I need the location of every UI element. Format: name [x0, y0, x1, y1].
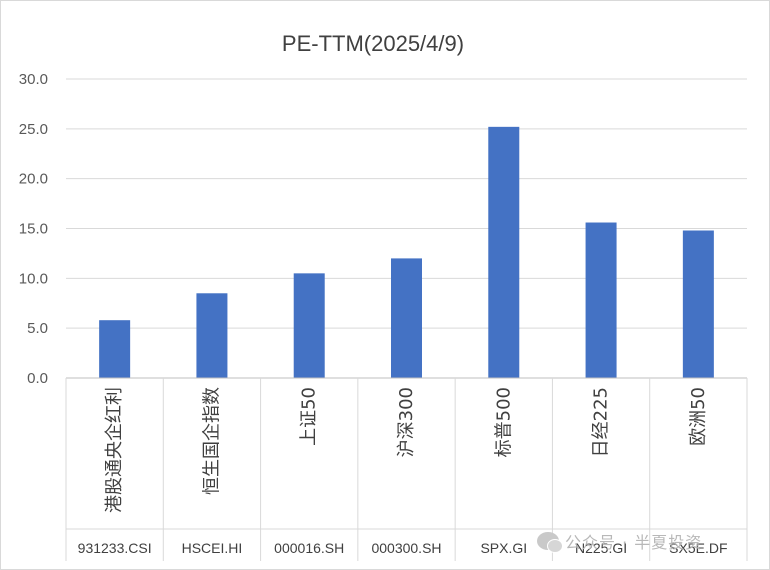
category-label: 港股通央企红利: [104, 387, 125, 513]
y-tick-label: 25.0: [19, 121, 48, 138]
bar: [196, 293, 228, 378]
category-code: SX5E.DF: [669, 540, 727, 556]
category-label: 上证50: [299, 387, 320, 446]
bar: [99, 320, 131, 378]
y-axis-ticks: 0.0 5.0 10.0 15.0 20.0 25.0 30.0: [19, 71, 48, 387]
bar: [585, 222, 617, 378]
category-label: 标普500: [493, 387, 514, 457]
y-tick-label: 0.0: [27, 370, 48, 387]
watermark: 公众号 · 半夏投资: [537, 529, 702, 553]
category-label: 日经225: [591, 387, 612, 457]
bar: [682, 230, 714, 378]
grid-lines: [66, 78, 747, 329]
chart-title: PE-TTM(2025/4/9): [282, 31, 464, 56]
category-table: 港股通央企红利 931233.CSI 恒生国企指数 HSCEI.HI 上证50 00001…: [65, 377, 748, 561]
category-code: N225.GI: [575, 540, 627, 556]
y-tick-label: 20.0: [19, 171, 48, 188]
bar: [293, 273, 325, 378]
category-code: HSCEI.HI: [182, 540, 243, 556]
watermark-text: 公众号 · 半夏投资: [565, 533, 703, 552]
y-tick-label: 5.0: [27, 320, 48, 337]
category-code: SPX.GI: [480, 540, 527, 556]
y-tick-label: 15.0: [19, 221, 48, 238]
category-code: 000016.SH: [274, 540, 344, 556]
category-code: 931233.CSI: [78, 540, 152, 556]
y-tick-label: 30.0: [19, 71, 48, 88]
category-label: 恒生国企指数: [201, 387, 222, 495]
category-label: 沪深300: [396, 387, 417, 457]
bar: [488, 126, 520, 378]
category-label: 欧洲50: [688, 387, 709, 446]
y-tick-label: 10.0: [19, 270, 48, 287]
bar-series: [99, 126, 714, 378]
wechat-icon: [537, 532, 563, 553]
category-code: 000300.SH: [371, 540, 441, 556]
bar: [391, 258, 422, 378]
